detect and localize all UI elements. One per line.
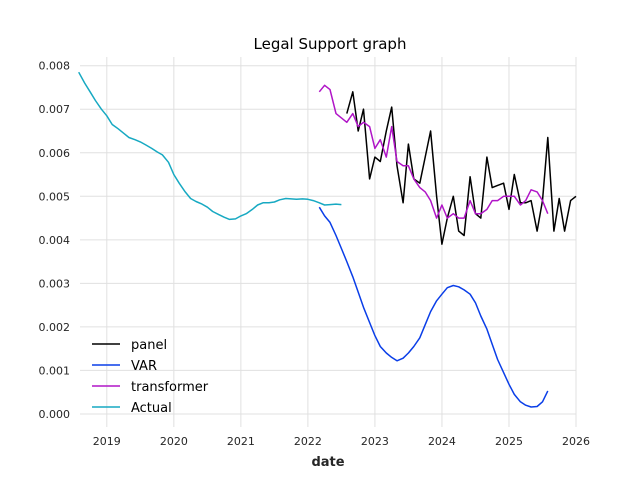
x-tick-label: 2025 <box>495 435 523 448</box>
x-tick-label: 2022 <box>294 435 322 448</box>
chart-title: Legal Support graph <box>254 35 407 53</box>
legend-label: transformer <box>131 380 209 395</box>
x-tick-label: 2026 <box>562 435 590 448</box>
y-tick-label: 0.005 <box>39 190 71 203</box>
x-tick-label: 2021 <box>227 435 255 448</box>
series-line-actual <box>78 71 342 221</box>
y-tick-label: 0.003 <box>39 277 71 290</box>
y-tick-label: 0.008 <box>39 60 71 73</box>
x-tick-label: 2019 <box>93 435 121 448</box>
x-tick-label: 2023 <box>361 435 389 448</box>
series-line-panel <box>346 91 577 245</box>
x-tick-label: 2024 <box>428 435 456 448</box>
series-lines <box>78 71 577 408</box>
series-line-var <box>318 206 549 408</box>
legend-label: Actual <box>131 401 172 416</box>
legend-label: VAR <box>131 359 157 374</box>
legend: panel VAR transformer Actual <box>92 338 209 416</box>
y-tick-label: 0.002 <box>39 321 71 334</box>
x-axis-label: date <box>311 455 344 470</box>
y-tick-label: 0.004 <box>39 234 71 247</box>
legend-label: panel <box>131 338 167 353</box>
y-tick-label: 0.007 <box>39 103 71 116</box>
x-axis-ticks: 2019 2020 2021 2022 2023 2024 2025 2026 <box>93 435 590 448</box>
y-tick-label: 0.000 <box>39 408 71 421</box>
x-tick-label: 2020 <box>160 435 188 448</box>
series-line-transformer <box>318 84 549 219</box>
y-tick-label: 0.001 <box>39 364 71 377</box>
y-axis-ticks: 0.000 0.001 0.002 0.003 0.004 0.005 0.006 0.007… <box>39 60 71 421</box>
y-tick-label: 0.006 <box>39 147 71 160</box>
